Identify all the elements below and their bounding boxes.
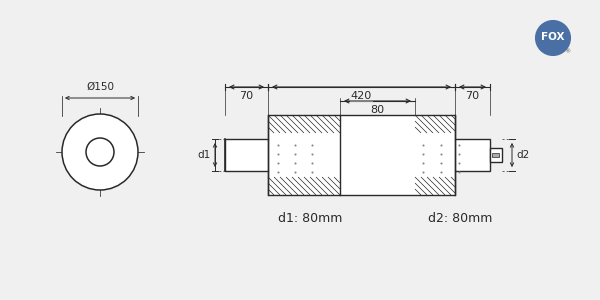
Bar <box>455 139 490 171</box>
Text: d2: d2 <box>516 150 529 160</box>
Bar <box>268 177 340 195</box>
Circle shape <box>536 21 570 55</box>
Bar <box>225 139 268 171</box>
Bar <box>415 115 455 133</box>
Bar <box>268 115 455 195</box>
Bar <box>268 115 455 195</box>
Bar <box>490 148 502 162</box>
Circle shape <box>86 138 114 166</box>
Text: d1: d1 <box>198 150 211 160</box>
Text: FOX: FOX <box>541 32 565 42</box>
Bar <box>268 115 340 133</box>
Text: 420: 420 <box>351 91 372 101</box>
Text: 80: 80 <box>370 105 385 115</box>
Text: d1: 80mm: d1: 80mm <box>278 212 342 224</box>
Text: Ø150: Ø150 <box>86 82 114 92</box>
Circle shape <box>62 114 138 190</box>
Text: ®: ® <box>564 50 570 55</box>
Text: 70: 70 <box>466 91 479 101</box>
Text: d2: 80mm: d2: 80mm <box>428 212 492 224</box>
Bar <box>415 177 455 195</box>
Text: 70: 70 <box>239 91 254 101</box>
Bar <box>492 153 499 157</box>
